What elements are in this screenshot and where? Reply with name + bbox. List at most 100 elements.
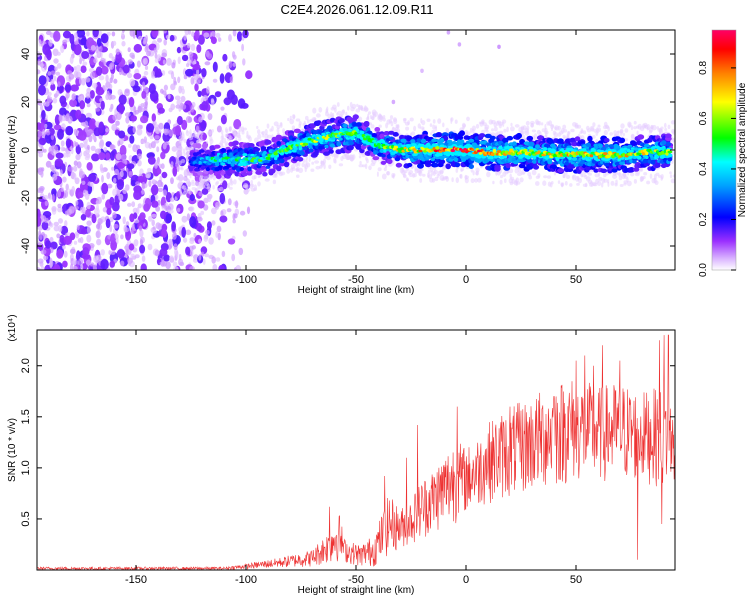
spectrogram-cell [89, 181, 94, 187]
spectrogram-cell [147, 167, 152, 173]
spectrogram-cell [633, 120, 637, 125]
spectrogram-cell [293, 114, 295, 120]
spectrogram-cell [200, 180, 205, 186]
spectrogram-cell [62, 39, 68, 45]
spectrogram-cell [537, 173, 541, 178]
spectrogram-cell [109, 196, 115, 206]
spectrogram-cell [150, 141, 156, 149]
spectrogram-cell [229, 186, 233, 190]
spectrogram-cell [157, 168, 162, 175]
spectrogram-cell [229, 76, 234, 84]
spectrogram-cell [409, 117, 414, 122]
spectrogram-cell [203, 197, 209, 204]
spectrogram-cell [122, 216, 126, 225]
spectrogram-cell [323, 151, 330, 156]
spectrogram-cell [419, 178, 423, 183]
spectrogram-cell [140, 107, 145, 113]
spectrogram-cell [181, 215, 188, 223]
spectrogram-cell [266, 123, 270, 129]
spectrogram-cell [364, 163, 368, 170]
spectrogram-cell [291, 125, 296, 130]
spectrogram-cell [345, 157, 351, 161]
spectrogram-cell [215, 201, 221, 208]
spectrogram-cell [308, 157, 311, 162]
spectrogram-cell [198, 116, 203, 123]
spectrogram-cell [212, 61, 218, 73]
spectrogram-cell [52, 193, 55, 202]
spectrogram-cell [140, 103, 145, 108]
spectrogram-cell [131, 54, 135, 60]
spectrogram-cell [569, 183, 573, 187]
spectrogram-cell [211, 129, 215, 133]
spectrogram-cell [74, 177, 80, 185]
spectrogram-cell [504, 178, 507, 183]
spectrogram-cell [154, 135, 160, 140]
spectrogram-cell [295, 118, 301, 122]
spectrogram-cell [248, 136, 252, 143]
spectrogram-cell [186, 213, 191, 221]
spectrogram-cell [450, 117, 454, 122]
spectrogram-cell [51, 188, 57, 197]
spectrogram-cell [207, 113, 213, 121]
spectrogram-cell [227, 238, 236, 245]
spectrogram-cell [142, 81, 146, 88]
spectrogram-cell [117, 102, 125, 115]
spectrogram-cell [561, 127, 565, 134]
spectrogram-cell [203, 32, 210, 38]
spectrogram-cell [177, 76, 181, 84]
spectrogram-cell [628, 122, 631, 129]
spectrogram-cell [195, 143, 202, 149]
spectrogram-cell [180, 159, 186, 164]
spectrogram-cell [237, 98, 246, 109]
spectrogram-cell [133, 239, 139, 247]
spectrogram-cell [531, 169, 537, 176]
spectrogram-cell [151, 184, 159, 196]
spectrogram-cell [133, 219, 140, 224]
spectrogram-cell [37, 69, 41, 75]
spectrogram-cell [65, 138, 72, 149]
spectrogram-cell [179, 261, 185, 267]
spectrogram-cell [191, 31, 195, 37]
spectrogram-cell [105, 128, 109, 133]
spectrogram-cell [619, 128, 624, 134]
spectrogram-cell [61, 114, 67, 122]
spectrogram-cell [249, 183, 254, 189]
spectrogram-cell [264, 178, 270, 182]
spectrogram-cell [200, 184, 206, 189]
spectrogram-cell [255, 170, 263, 175]
spectrogram-cell [381, 173, 387, 180]
spectrogram-cell [214, 91, 222, 98]
spectrogram-cell [279, 122, 282, 127]
spectrogram-cell [414, 165, 417, 172]
spectrogram-cell [596, 128, 600, 134]
spectrogram-cell [609, 132, 614, 136]
spectrogram-cell [272, 179, 277, 185]
spectrogram-cell [111, 31, 116, 37]
spectrogram-cell [86, 201, 91, 210]
spectrogram-cell [91, 153, 100, 162]
spectrogram-cell [474, 178, 478, 183]
spectrogram-cell [143, 57, 148, 65]
spectrogram-cell [113, 177, 117, 184]
spectrogram-cell [88, 68, 95, 73]
spectrogram-cell [44, 132, 53, 144]
spectrogram-cell [38, 75, 47, 86]
spectrogram-cell [93, 58, 98, 64]
spectrogram-cell [188, 206, 195, 212]
spectrogram-cell [140, 263, 147, 270]
spectrogram-cell [186, 63, 190, 68]
spectrogram-cell [169, 255, 174, 263]
spectrogram-cell [386, 158, 393, 165]
spectrogram-cell [124, 112, 131, 117]
spectrogram-cell [53, 225, 60, 232]
spectrogram-cell [63, 250, 68, 258]
spectrogram-cell [223, 97, 232, 106]
spectrogram-cell [86, 31, 90, 37]
spectrogram-cell [216, 125, 222, 133]
spectrogram-cell [142, 40, 147, 45]
spectrogram-cell [603, 129, 608, 136]
spectrogram-cell [203, 175, 208, 181]
spectrogram-cell [498, 130, 504, 135]
spectrogram-cell [90, 45, 96, 51]
spectrogram-cell [542, 180, 547, 186]
